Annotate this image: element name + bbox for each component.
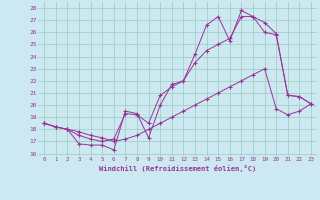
X-axis label: Windchill (Refroidissement éolien,°C): Windchill (Refroidissement éolien,°C) xyxy=(99,165,256,172)
